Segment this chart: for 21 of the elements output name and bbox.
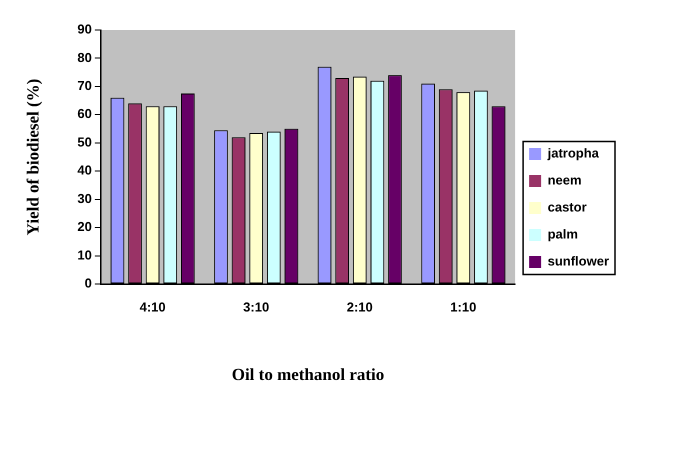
y-tick-label: 70: [77, 78, 92, 94]
legend-label: neem: [548, 172, 582, 188]
y-tick-label: 80: [77, 50, 92, 65]
legend-label: palm: [548, 226, 578, 242]
y-tick-label: 10: [77, 247, 92, 262]
y-tick-label: 30: [77, 190, 92, 206]
x-axis-title: Oil to methanol ratio: [232, 365, 384, 384]
x-tick-label: 4:10: [140, 299, 166, 314]
y-tick-label: 90: [77, 22, 92, 37]
legend-label: castor: [548, 200, 587, 215]
x-tick-label: 3:10: [243, 299, 270, 314]
y-tick-label: 20: [77, 219, 92, 234]
x-tick-label: 2:10: [346, 299, 373, 314]
y-tick-label: 40: [77, 162, 92, 178]
y-tick-label: 60: [77, 106, 92, 122]
y-tick-label: 50: [77, 134, 92, 150]
y-tick-label: 0: [84, 276, 92, 291]
legend-label: jatropha: [546, 146, 600, 161]
legend-label: sunflower: [548, 254, 610, 269]
y-axis-title: Yield of biodiesel (%): [24, 78, 43, 236]
x-tick-label: 1:10: [450, 299, 476, 314]
